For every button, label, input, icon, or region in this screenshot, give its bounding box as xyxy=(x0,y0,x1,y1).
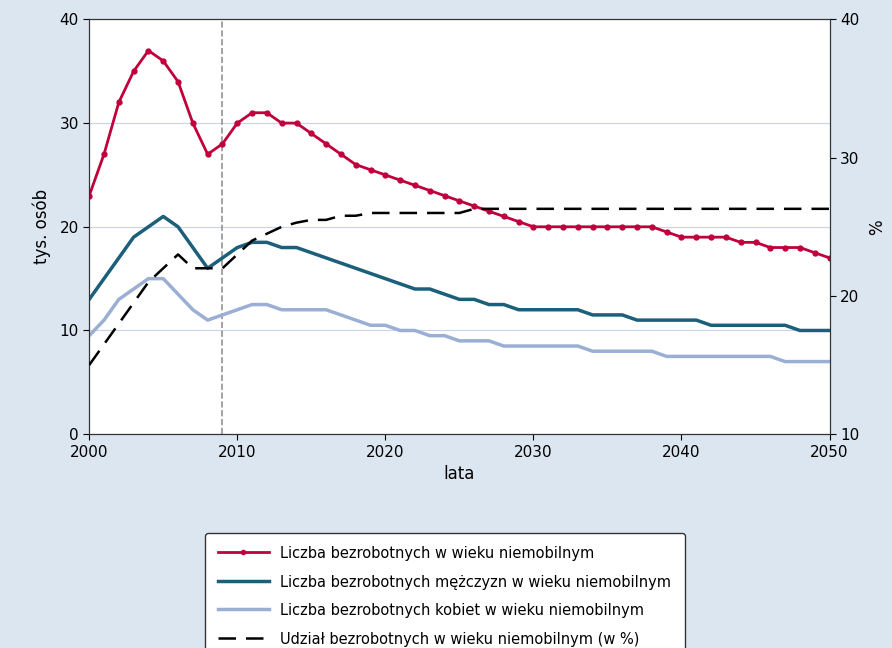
Liczba bezrobotnych mężczyzn w wieku niemobilnym xyxy=(587,311,598,319)
Liczba bezrobotnych kobiet w wieku niemobilnym xyxy=(321,306,332,314)
Liczba bezrobotnych mężczyzn w wieku niemobilnym xyxy=(824,327,835,334)
Liczba bezrobotnych mężczyzn w wieku niemobilnym xyxy=(809,327,820,334)
Udział bezrobotnych w wieku niemobilnym (w %) xyxy=(587,205,598,213)
Liczba bezrobotnych kobiet w wieku niemobilnym xyxy=(335,311,346,319)
Liczba bezrobotnych mężczyzn w wieku niemobilnym xyxy=(84,295,95,303)
Liczba bezrobotnych kobiet w wieku niemobilnym xyxy=(261,301,272,308)
Liczba bezrobotnych mężczyzn w wieku niemobilnym xyxy=(321,254,332,262)
Line: Liczba bezrobotnych kobiet w wieku niemobilnym: Liczba bezrobotnych kobiet w wieku niemo… xyxy=(89,279,830,362)
Udział bezrobotnych w wieku niemobilnym (w %) xyxy=(632,205,642,213)
Liczba bezrobotnych kobiet w wieku niemobilnym xyxy=(780,358,790,365)
Liczba bezrobotnych kobiet w wieku niemobilnym xyxy=(824,358,835,365)
Liczba bezrobotnych kobiet w wieku niemobilnym xyxy=(84,332,95,340)
Liczba bezrobotnych mężczyzn w wieku niemobilnym xyxy=(261,238,272,246)
Udział bezrobotnych w wieku niemobilnym (w %) xyxy=(247,237,258,244)
Liczba bezrobotnych kobiet w wieku niemobilnym xyxy=(587,347,598,355)
Liczba bezrobotnych kobiet w wieku niemobilnym xyxy=(809,358,820,365)
Y-axis label: %: % xyxy=(868,219,886,235)
Udział bezrobotnych w wieku niemobilnym (w %) xyxy=(469,205,480,213)
Y-axis label: tys. osób: tys. osób xyxy=(33,189,51,264)
Udział bezrobotnych w wieku niemobilnym (w %) xyxy=(321,216,332,224)
X-axis label: lata: lata xyxy=(443,465,475,483)
Udział bezrobotnych w wieku niemobilnym (w %) xyxy=(809,205,820,213)
Udział bezrobotnych w wieku niemobilnym (w %) xyxy=(84,361,95,369)
Liczba bezrobotnych mężczyzn w wieku niemobilnym xyxy=(632,316,642,324)
Udział bezrobotnych w wieku niemobilnym (w %) xyxy=(306,216,317,224)
Line: Liczba bezrobotnych mężczyzn w wieku niemobilnym: Liczba bezrobotnych mężczyzn w wieku nie… xyxy=(89,216,830,330)
Liczba bezrobotnych mężczyzn w wieku niemobilnym xyxy=(795,327,805,334)
Line: Udział bezrobotnych w wieku niemobilnym (w %): Udział bezrobotnych w wieku niemobilnym … xyxy=(89,209,830,365)
Liczba bezrobotnych mężczyzn w wieku niemobilnym xyxy=(158,213,169,220)
Liczba bezrobotnych kobiet w wieku niemobilnym xyxy=(143,275,153,283)
Udział bezrobotnych w wieku niemobilnym (w %) xyxy=(824,205,835,213)
Legend: Liczba bezrobotnych w wieku niemobilnym, Liczba bezrobotnych mężczyzn w wieku ni: Liczba bezrobotnych w wieku niemobilnym,… xyxy=(204,533,684,648)
Liczba bezrobotnych kobiet w wieku niemobilnym xyxy=(632,347,642,355)
Liczba bezrobotnych mężczyzn w wieku niemobilnym xyxy=(335,259,346,267)
